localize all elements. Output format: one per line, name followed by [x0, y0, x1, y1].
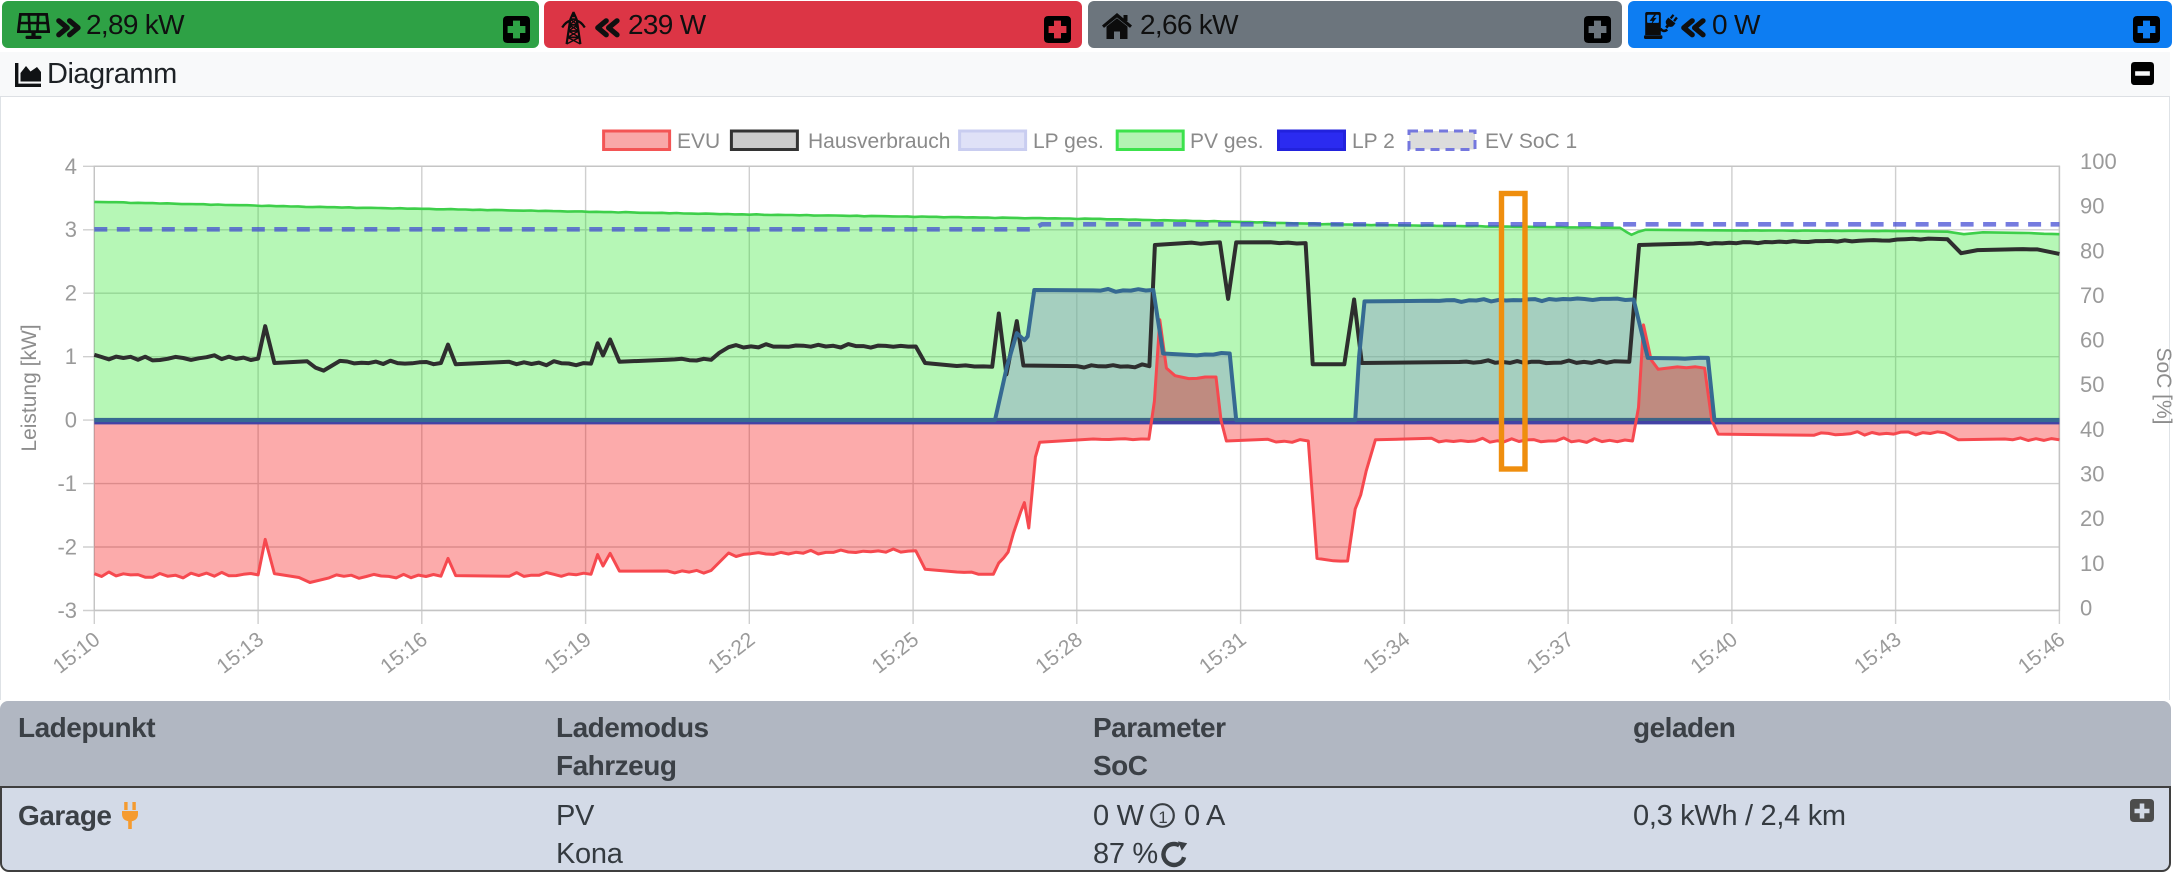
svg-text:15:10: 15:10	[49, 628, 105, 678]
svg-text:100: 100	[2080, 149, 2117, 174]
svg-text:-3: -3	[57, 598, 77, 623]
svg-text:15:43: 15:43	[1850, 628, 1906, 678]
svg-text:0: 0	[65, 408, 77, 433]
svg-text:PV ges.: PV ges.	[1190, 130, 1264, 153]
svg-text:15:37: 15:37	[1523, 628, 1579, 678]
svg-text:20: 20	[2080, 506, 2104, 531]
svg-text:2: 2	[65, 281, 77, 306]
svg-text:80: 80	[2080, 238, 2104, 263]
svg-text:15:13: 15:13	[213, 628, 269, 678]
svg-text:4: 4	[65, 154, 77, 179]
svg-text:15:16: 15:16	[376, 628, 432, 678]
svg-text:15:25: 15:25	[868, 628, 924, 678]
svg-text:0: 0	[2080, 596, 2092, 621]
svg-text:30: 30	[2080, 462, 2104, 487]
svg-text:10: 10	[2080, 551, 2104, 576]
svg-text:15:40: 15:40	[1686, 628, 1742, 678]
svg-text:15:34: 15:34	[1359, 628, 1415, 679]
svg-text:SoC [%]: SoC [%]	[2152, 347, 2175, 424]
svg-text:40: 40	[2080, 417, 2104, 442]
svg-text:15:22: 15:22	[704, 628, 760, 678]
svg-text:60: 60	[2080, 328, 2104, 353]
svg-text:15:19: 15:19	[540, 628, 596, 678]
svg-text:90: 90	[2080, 194, 2104, 219]
svg-text:Hausverbrauch: Hausverbrauch	[808, 130, 950, 153]
svg-text:70: 70	[2080, 283, 2104, 308]
svg-text:50: 50	[2080, 372, 2104, 397]
svg-text:-2: -2	[57, 535, 77, 560]
svg-text:EV SoC 1: EV SoC 1	[1485, 130, 1577, 153]
svg-text:LP 2: LP 2	[1352, 130, 1395, 153]
svg-text:15:46: 15:46	[2014, 628, 2070, 678]
svg-text:3: 3	[65, 217, 77, 242]
svg-text:1: 1	[65, 344, 77, 369]
svg-text:-1: -1	[57, 471, 77, 496]
svg-text:EVU: EVU	[677, 130, 720, 153]
svg-text:1: 1	[1158, 808, 1167, 827]
svg-text:15:31: 15:31	[1195, 628, 1251, 678]
svg-text:Leistung [kW]: Leistung [kW]	[18, 324, 41, 451]
svg-text:LP ges.: LP ges.	[1033, 130, 1104, 153]
svg-text:15:28: 15:28	[1031, 628, 1087, 678]
